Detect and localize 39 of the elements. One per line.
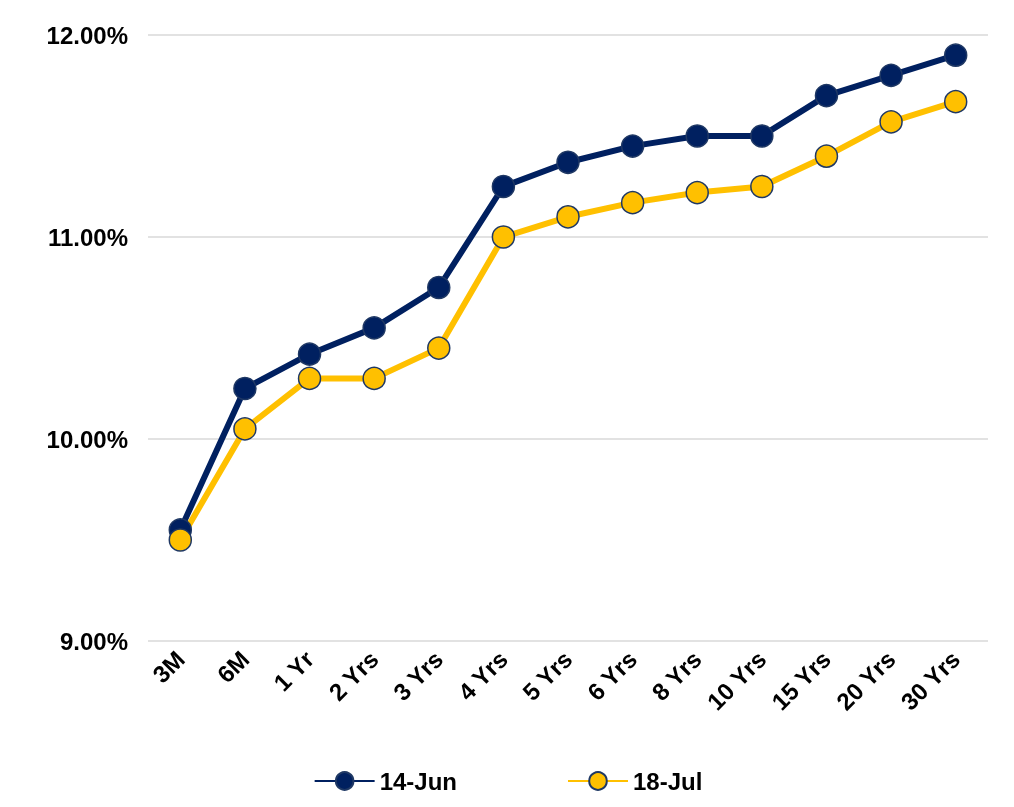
point [943, 89, 968, 114]
point [685, 180, 709, 205]
point [750, 174, 774, 199]
point [233, 376, 257, 401]
point [814, 83, 839, 108]
point [943, 43, 968, 67]
point [685, 124, 709, 148]
point [233, 417, 257, 441]
point [427, 275, 451, 300]
x-tick-label: 6 Yrs [581, 645, 643, 706]
legend-label: 14-Jun [379, 767, 457, 795]
x-tick-label: 2 Yrs [323, 645, 384, 706]
point [297, 342, 322, 366]
y-tick-label: 11.00% [47, 223, 128, 251]
point [879, 110, 903, 134]
point [879, 63, 903, 88]
x-tick-label: 3 Yrs [388, 645, 449, 706]
point [556, 150, 580, 174]
x-tick-label: 6M [211, 645, 255, 689]
x-tick-label: 3M [147, 645, 190, 689]
x-tick-label: 1 Yr [268, 645, 320, 697]
x-tick-label: 5 Yrs [517, 645, 578, 706]
point [814, 144, 839, 168]
y-tick-label: 10.00% [46, 425, 128, 453]
legend-label: 18-Jul [633, 767, 703, 795]
point [362, 366, 386, 391]
point [556, 205, 580, 229]
point [491, 174, 516, 199]
point [620, 134, 645, 158]
point [297, 366, 322, 391]
y-tick-label: 12.00% [46, 21, 128, 49]
point [750, 124, 774, 148]
point [620, 190, 645, 215]
x-tick-label: 4 Yrs [452, 645, 513, 706]
point [168, 528, 193, 552]
y-tick-label: 9.00% [59, 627, 128, 655]
point [362, 316, 386, 340]
point [427, 336, 451, 360]
point [491, 225, 516, 249]
